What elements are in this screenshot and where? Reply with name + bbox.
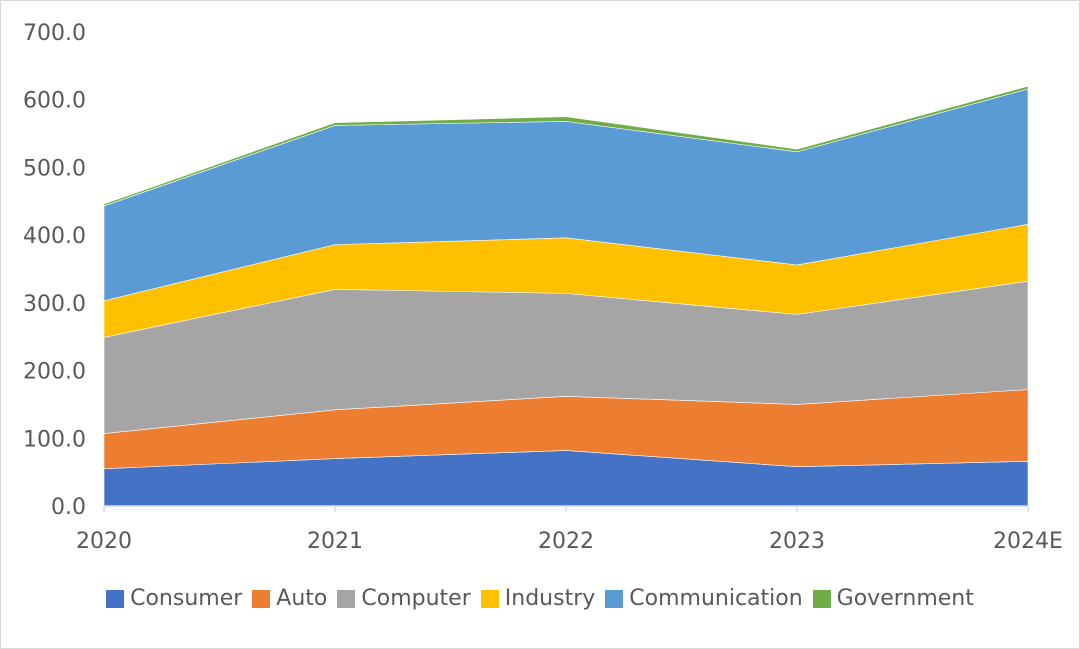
legend-swatch <box>605 589 624 608</box>
legend-label: Computer <box>361 586 471 611</box>
legend-item-government: Government <box>812 586 974 611</box>
y-tick-labels: 0.0 100.0 200.0 300.0 400.0 500.0 600.0 700.0 <box>23 21 86 520</box>
legend-swatch <box>812 589 831 608</box>
legend-label: Consumer <box>130 586 243 611</box>
legend-item-industry: Industry <box>480 586 596 611</box>
y-tick-label: 200.0 <box>23 360 86 385</box>
chart-legend: Consumer Auto Computer Industry Communicatio… <box>0 586 1080 611</box>
legend-item-computer: Computer <box>337 586 471 611</box>
legend-item-auto: Auto <box>252 586 327 611</box>
axes-group <box>103 505 1029 512</box>
y-tick-label: 400.0 <box>23 224 86 249</box>
legend-label: Auto <box>276 586 328 611</box>
legend-swatch <box>106 589 125 608</box>
legend-item-consumer: Consumer <box>106 586 242 611</box>
area-government <box>103 85 1029 207</box>
x-tick-labels: 2020 2021 2022 2023 2024E <box>76 529 1063 554</box>
legend-swatch <box>337 589 356 608</box>
legend-label: Government <box>836 586 974 611</box>
y-tick-label: 500.0 <box>23 156 86 181</box>
x-tick-label: 2023 <box>769 529 825 554</box>
y-tick-label: 0.0 <box>51 495 86 520</box>
x-tick-label: 2024E <box>993 529 1063 554</box>
area-series-group <box>103 85 1029 507</box>
y-tick-label: 300.0 <box>23 292 86 317</box>
legend-swatch <box>480 589 499 608</box>
legend-label: Industry <box>504 586 596 611</box>
y-tick-label: 700.0 <box>23 21 86 46</box>
x-tick-label: 2022 <box>538 529 594 554</box>
y-tick-label: 100.0 <box>23 427 86 452</box>
x-tick-label: 2020 <box>76 529 132 554</box>
y-tick-label: 600.0 <box>23 89 86 114</box>
legend-swatch <box>252 589 271 608</box>
legend-item-communication: Communication <box>605 586 803 611</box>
x-tick-label: 2021 <box>307 529 363 554</box>
legend-label: Communication <box>629 586 803 611</box>
